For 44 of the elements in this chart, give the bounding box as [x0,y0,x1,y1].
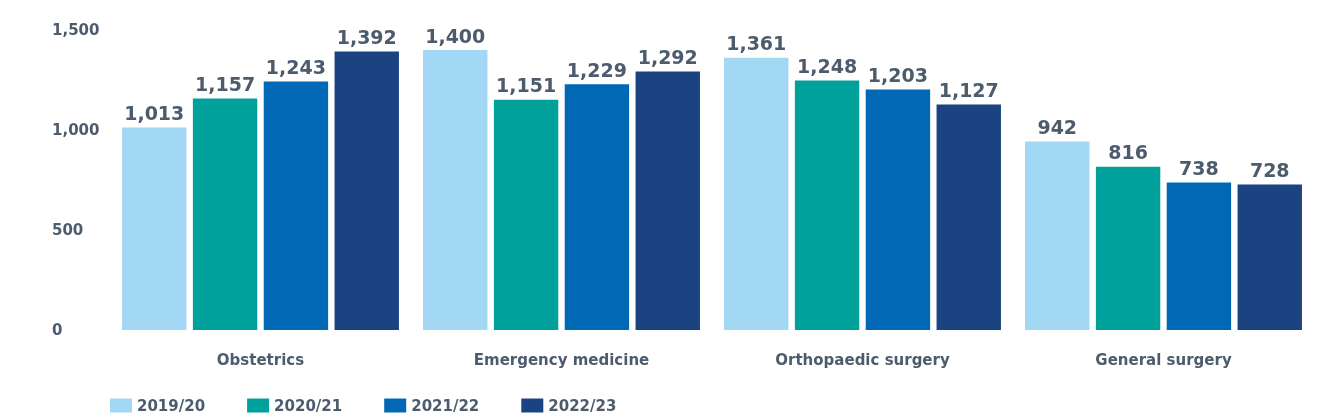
data-label: 1,292 [637,46,698,69]
data-label: 1,203 [867,63,928,86]
data-label: 1,157 [195,73,256,96]
data-label: 1,013 [124,101,185,124]
bar [1025,141,1090,330]
legend-label: 2022/23 [548,396,617,415]
bar [936,104,1001,330]
bar [635,71,700,330]
y-tick-label: 0 [52,321,63,339]
bar [564,84,630,330]
bar [423,50,488,330]
bar [1095,166,1161,330]
bar [1237,184,1302,330]
data-label: 728 [1249,158,1290,181]
y-tick-label: 1,500 [52,21,100,39]
data-label: 816 [1108,141,1148,164]
x-tick-label: General surgery [1095,350,1232,369]
bar [493,99,559,330]
bar [724,57,789,330]
data-label: 738 [1179,156,1219,179]
legend-label: 2019/20 [137,396,206,415]
data-label: 1,400 [425,24,486,47]
bar [865,89,931,330]
data-label: 1,229 [566,58,627,81]
data-label: 942 [1037,116,1078,139]
bar [794,80,860,330]
data-label: 1,248 [797,54,858,77]
x-tick-label: Obstetrics [216,350,305,369]
data-label: 1,361 [726,32,787,55]
data-label: 1,392 [336,26,397,49]
data-label: 1,151 [496,74,557,97]
data-label: 1,127 [938,79,999,102]
bar [334,51,399,330]
data-label: 1,243 [265,55,326,78]
legend-label: 2021/22 [411,396,480,415]
bar [1166,182,1232,330]
y-tick-label: 500 [52,221,84,239]
bar [263,81,329,330]
bar [192,98,258,330]
bar [122,127,187,330]
x-tick-label: Orthopaedic surgery [775,350,950,369]
x-tick-label: Emergency medicine [473,350,650,369]
y-tick-label: 1,000 [52,121,100,139]
legend-label: 2020/21 [274,396,343,415]
